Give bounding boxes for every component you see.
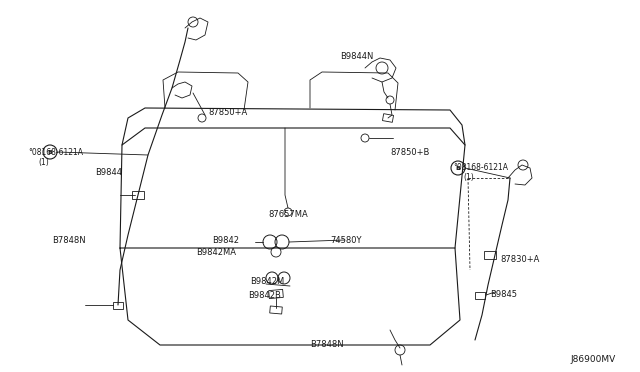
- Text: B9842MA: B9842MA: [196, 248, 236, 257]
- Text: B9842B: B9842B: [248, 291, 281, 300]
- Text: B: B: [47, 150, 52, 154]
- Bar: [269, 306, 282, 314]
- Text: °08168-6121A: °08168-6121A: [28, 148, 83, 157]
- Bar: [383, 114, 394, 122]
- Bar: [484, 251, 496, 259]
- Text: °08168-6121A: °08168-6121A: [453, 163, 508, 172]
- Bar: [269, 289, 284, 299]
- Text: B9844: B9844: [95, 168, 122, 177]
- Text: B9842: B9842: [212, 236, 239, 245]
- Text: J86900MV: J86900MV: [570, 355, 615, 364]
- Text: 87830+A: 87830+A: [500, 255, 540, 264]
- Text: 87850+A: 87850+A: [208, 108, 247, 117]
- Text: B7848N: B7848N: [52, 236, 86, 245]
- Text: 87850+B: 87850+B: [390, 148, 429, 157]
- Text: (1): (1): [463, 173, 474, 182]
- Bar: [475, 292, 485, 298]
- Text: B9845: B9845: [490, 290, 517, 299]
- Text: (1): (1): [38, 158, 49, 167]
- Text: 74580Y: 74580Y: [330, 236, 362, 245]
- Text: B: B: [456, 166, 460, 170]
- Text: 87657MA: 87657MA: [268, 210, 308, 219]
- Text: B9844N: B9844N: [340, 52, 373, 61]
- Bar: [132, 191, 144, 199]
- Text: B7848N: B7848N: [310, 340, 344, 349]
- Bar: [113, 301, 123, 308]
- Text: B9842M: B9842M: [250, 277, 284, 286]
